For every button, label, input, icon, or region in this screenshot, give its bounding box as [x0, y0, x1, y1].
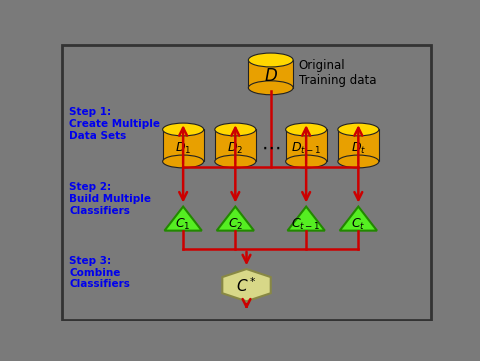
Ellipse shape	[162, 155, 203, 168]
Polygon shape	[287, 206, 324, 231]
Polygon shape	[216, 206, 253, 231]
Ellipse shape	[337, 155, 378, 168]
Text: $C_{t-1}$: $C_{t-1}$	[291, 217, 320, 232]
Polygon shape	[222, 269, 270, 301]
Polygon shape	[248, 60, 292, 88]
Ellipse shape	[285, 155, 326, 168]
Text: $C_1$: $C_1$	[175, 217, 191, 232]
Text: $D_2$: $D_2$	[227, 140, 243, 156]
Ellipse shape	[162, 123, 203, 136]
Ellipse shape	[215, 123, 255, 136]
Text: $D_t$: $D_t$	[350, 140, 365, 156]
Text: $C^*$: $C^*$	[236, 276, 256, 295]
Text: $C_t$: $C_t$	[350, 217, 365, 232]
Text: Original
Training data: Original Training data	[298, 58, 375, 87]
Polygon shape	[337, 130, 378, 161]
Text: $\cdots$: $\cdots$	[261, 138, 280, 157]
Ellipse shape	[337, 123, 378, 136]
Text: Step 2:
Build Multiple
Classifiers: Step 2: Build Multiple Classifiers	[69, 182, 151, 216]
Ellipse shape	[248, 81, 292, 95]
Text: Step 1:
Create Multiple
Data Sets: Step 1: Create Multiple Data Sets	[69, 107, 160, 140]
Text: Step 3:
Combine
Classifiers: Step 3: Combine Classifiers	[69, 256, 130, 289]
Polygon shape	[162, 130, 203, 161]
Polygon shape	[164, 206, 202, 231]
Text: $D$: $D$	[263, 67, 277, 85]
Text: $C_2$: $C_2$	[227, 217, 242, 232]
Text: $D_1$: $D_1$	[175, 140, 191, 156]
Text: $D_{t-1}$: $D_{t-1}$	[290, 140, 321, 156]
Polygon shape	[215, 130, 255, 161]
Ellipse shape	[248, 53, 292, 67]
Ellipse shape	[215, 155, 255, 168]
Ellipse shape	[285, 123, 326, 136]
Polygon shape	[339, 206, 376, 231]
Polygon shape	[285, 130, 326, 161]
